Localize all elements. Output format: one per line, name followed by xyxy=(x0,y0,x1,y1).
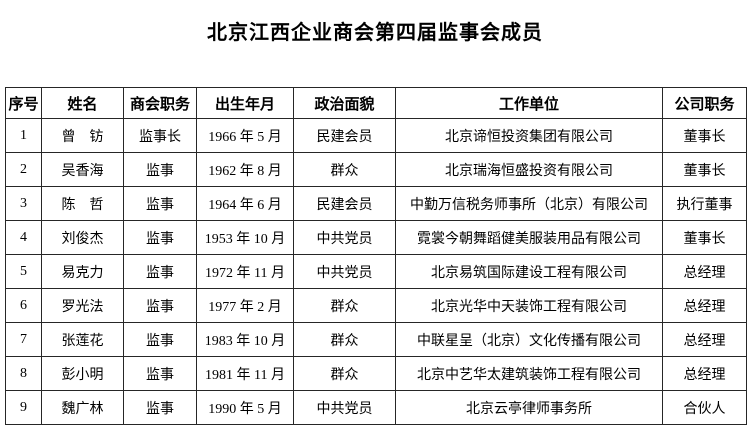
cell-birth: 1983 年 10 月 xyxy=(196,322,294,357)
cell-work_unit: 中联星呈（北京）文化传播有限公司 xyxy=(395,322,663,357)
cell-company_role: 董事长 xyxy=(662,220,747,255)
cell-chamber_role: 监事 xyxy=(123,322,197,357)
cell-company_role: 总经理 xyxy=(662,288,747,323)
table-row: 8 彭小明 监事 1981 年 11 月群众 北京中艺华太建筑装饰工程有限公司 总经理 xyxy=(5,356,747,391)
cell-chamber_role: 监事 xyxy=(123,152,197,187)
cell-birth: 1990 年 5 月 xyxy=(196,390,294,425)
cell-chamber_role: 监事 xyxy=(123,254,197,289)
column-header-company_role: 公司职务 xyxy=(662,87,747,119)
cell-no: 5 xyxy=(5,254,42,289)
cell-political_status: 中共党员 xyxy=(293,254,396,289)
column-header-political_status: 政治面貌 xyxy=(293,87,396,119)
cell-political_status: 中共党员 xyxy=(293,220,396,255)
cell-work_unit: 北京易筑国际建设工程有限公司 xyxy=(395,254,663,289)
table-row: 2 吴香海 监事 1962 年 8 月群众 北京瑞海恒盛投资有限公司 董事长 xyxy=(5,152,747,187)
page-title: 北京江西企业商会第四届监事会成员 xyxy=(207,22,543,44)
cell-company_role: 执行董事 xyxy=(662,186,747,221)
cell-company_role: 总经理 xyxy=(662,322,747,357)
cell-company_role: 合伙人 xyxy=(662,390,747,425)
cell-name: 彭小明 xyxy=(41,356,124,391)
cell-name: 张莲花 xyxy=(41,322,124,357)
cell-birth: 1964 年 6 月 xyxy=(196,186,294,221)
cell-no: 9 xyxy=(5,390,42,425)
cell-company_role: 总经理 xyxy=(662,356,747,391)
cell-company_role: 总经理 xyxy=(662,254,747,289)
cell-no: 2 xyxy=(5,152,42,187)
cell-no: 6 xyxy=(5,288,42,323)
cell-political_status: 民建会员 xyxy=(293,118,396,153)
cell-company_role: 董事长 xyxy=(662,118,747,153)
column-header-name: 姓名 xyxy=(41,87,124,119)
table-header-row: 序号 姓名 商会职务 出生年月 政治面貌 工作单位 公司职务 xyxy=(5,87,747,119)
cell-name: 罗光法 xyxy=(41,288,124,323)
cell-name: 曾 钫 xyxy=(41,118,124,153)
cell-work_unit: 北京中艺华太建筑装饰工程有限公司 xyxy=(395,356,663,391)
cell-birth: 1966 年 5 月 xyxy=(196,118,294,153)
cell-name: 刘俊杰 xyxy=(41,220,124,255)
cell-chamber_role: 监事 xyxy=(123,186,197,221)
table-row: 7 张莲花 监事 1983 年 10 月群众 中联星呈（北京）文化传播有限公司 总经理 xyxy=(5,322,747,357)
cell-chamber_role: 监事长 xyxy=(123,118,197,153)
table-row: 6 罗光法 监事 1977 年 2 月群众 北京光华中天装饰工程有限公司 总经理 xyxy=(5,288,747,323)
cell-birth: 1981 年 11 月 xyxy=(196,356,294,391)
cell-no: 1 xyxy=(5,118,42,153)
column-header-work_unit: 工作单位 xyxy=(395,87,663,119)
cell-name: 魏广林 xyxy=(41,390,124,425)
cell-birth: 1962 年 8 月 xyxy=(196,152,294,187)
column-header-birth: 出生年月 xyxy=(196,87,294,119)
cell-birth: 1977 年 2 月 xyxy=(196,288,294,323)
cell-political_status: 群众 xyxy=(293,288,396,323)
cell-no: 8 xyxy=(5,356,42,391)
cell-work_unit: 中勤万信税务师事所（北京）有限公司 xyxy=(395,186,663,221)
table-row: 5 易克力 监事 1972 年 11 月中共党员 北京易筑国际建设工程有限公司 总经理 xyxy=(5,254,747,289)
cell-political_status: 群众 xyxy=(293,152,396,187)
cell-chamber_role: 监事 xyxy=(123,220,197,255)
cell-political_status: 群众 xyxy=(293,356,396,391)
cell-company_role: 董事长 xyxy=(662,152,747,187)
cell-no: 4 xyxy=(5,220,42,255)
table-row: 9 魏广林 监事 1990 年 5 月中共党员 北京云亭律师事务所 合伙人 xyxy=(5,390,747,425)
cell-birth: 1953 年 10 月 xyxy=(196,220,294,255)
cell-work_unit: 北京云亭律师事务所 xyxy=(395,390,663,425)
cell-chamber_role: 监事 xyxy=(123,288,197,323)
cell-name: 吴香海 xyxy=(41,152,124,187)
cell-no: 7 xyxy=(5,322,42,357)
cell-work_unit: 北京瑞海恒盛投资有限公司 xyxy=(395,152,663,187)
table-row: 4 刘俊杰 监事 1953 年 10 月中共党员 霓裳今朝舞蹈健美服装用品有限公司 董事长 xyxy=(5,220,747,255)
cell-political_status: 中共党员 xyxy=(293,390,396,425)
column-header-chamber_role: 商会职务 xyxy=(123,87,197,119)
cell-chamber_role: 监事 xyxy=(123,356,197,391)
cell-political_status: 民建会员 xyxy=(293,186,396,221)
cell-work_unit: 北京光华中天装饰工程有限公司 xyxy=(395,288,663,323)
cell-name: 易克力 xyxy=(41,254,124,289)
cell-birth: 1972 年 11 月 xyxy=(196,254,294,289)
column-header-no: 序号 xyxy=(5,87,42,119)
cell-chamber_role: 监事 xyxy=(123,390,197,425)
cell-no: 3 xyxy=(5,186,42,221)
cell-work_unit: 霓裳今朝舞蹈健美服装用品有限公司 xyxy=(395,220,663,255)
cell-work_unit: 北京谛恒投资集团有限公司 xyxy=(395,118,663,153)
cell-name: 陈 哲 xyxy=(41,186,124,221)
cell-political_status: 群众 xyxy=(293,322,396,357)
